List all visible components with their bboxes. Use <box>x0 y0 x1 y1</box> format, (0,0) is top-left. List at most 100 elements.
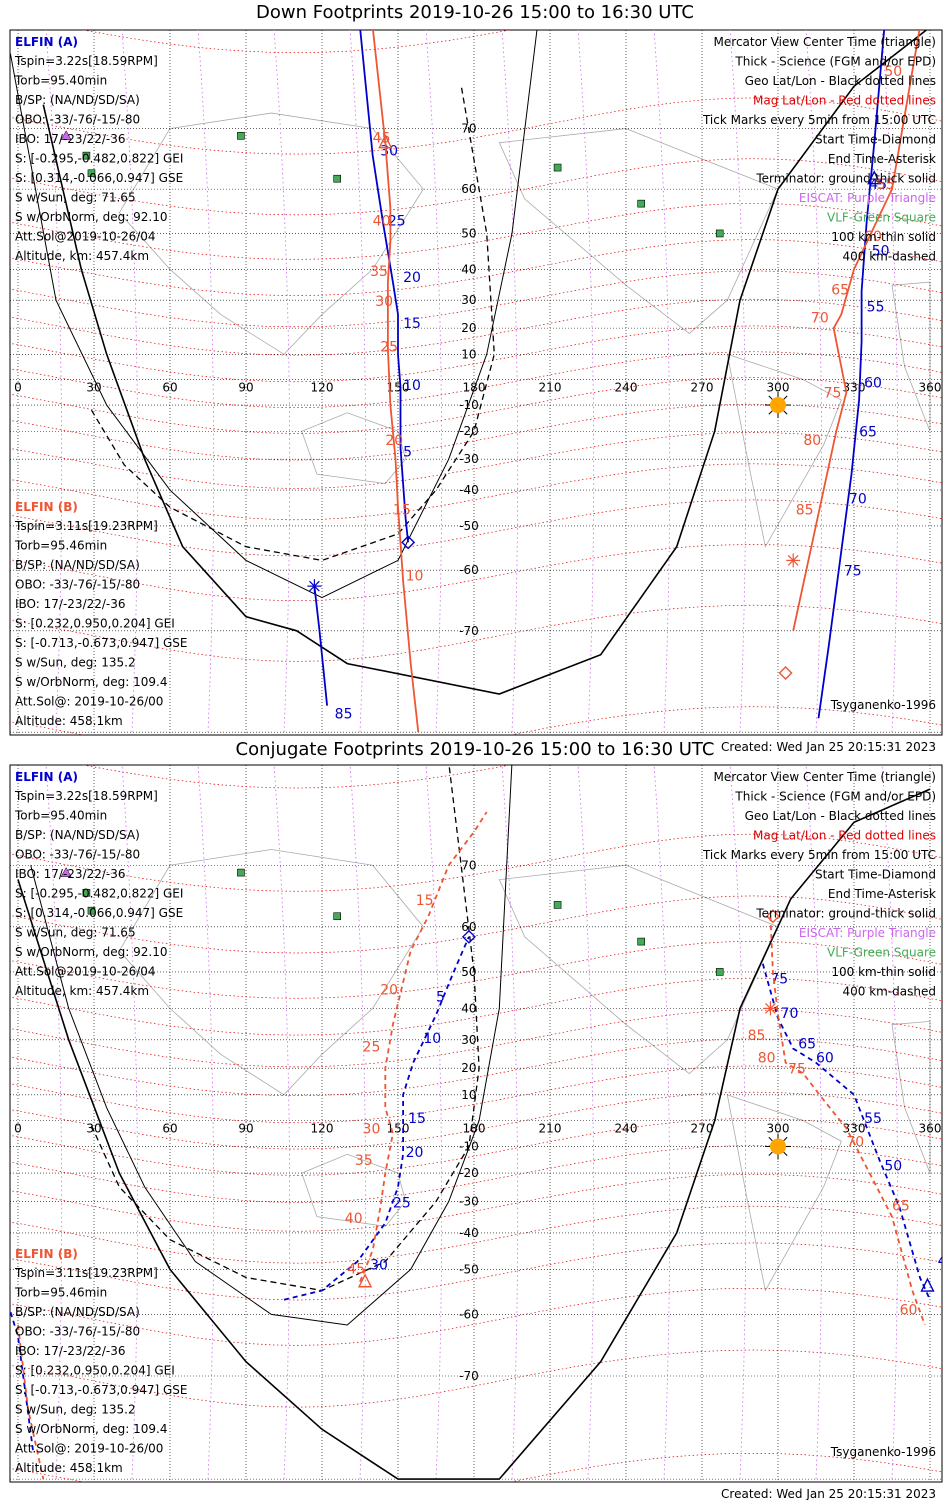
lat-tick-label: 50 <box>461 226 476 240</box>
elfin-a-tick-label: 85 <box>335 706 353 722</box>
elfin-a-tick-label: 65 <box>798 1037 816 1053</box>
elfin-b-tick-label: 85 <box>748 1028 766 1044</box>
terminator-100km-line <box>30 765 513 1326</box>
vlf-station-marker <box>715 229 724 238</box>
mag-meridian <box>273 30 291 733</box>
elfin-a-tick-label: 75 <box>844 563 862 579</box>
sun-icon <box>765 392 791 419</box>
lat-tick-label: 50 <box>461 965 476 979</box>
elfin-b-tick-label: 45 <box>347 1261 365 1277</box>
lat-tick-label: 20 <box>461 1061 476 1075</box>
mag-meridian <box>121 30 139 733</box>
elfin-b-end-asterisk <box>763 1001 778 1016</box>
elfin-b-label: ELFIN (B) <box>15 500 78 514</box>
elfin-a-track-line <box>359 30 409 543</box>
legend-line: Mercator View Center Time (triangle) <box>714 35 936 49</box>
elfin-a-info-line: Att.Sol@2019-10-26/04 <box>15 965 156 979</box>
legend-line: VLF-Green Square <box>827 211 936 225</box>
elfin-b-start-diamond <box>778 666 793 681</box>
x-tick-label: 180 <box>463 381 486 395</box>
elfin-b-info-line: Altitude: 458.1km <box>15 714 123 728</box>
x-tick-label: 240 <box>615 381 638 395</box>
panel-2-title: Conjugate Footprints 2019-10-26 15:00 to… <box>235 739 715 760</box>
land-outline-south-america <box>726 353 842 548</box>
elfin-b-tick-label: 35 <box>370 264 388 280</box>
legend-line: Thick - Science (FGM and/or EPD) <box>734 55 936 69</box>
x-tick-label: 270 <box>691 381 714 395</box>
legend-line: Start Time-Diamond <box>815 133 936 147</box>
elfin-a-tick-label: 70 <box>781 1006 799 1022</box>
elfin-b-tick-label: 60 <box>864 229 882 245</box>
mag-meridian <box>577 30 595 733</box>
elfin-b-info-line: S w/OrbNorm, deg: 109.4 <box>15 1422 167 1436</box>
vlf-station-marker <box>637 199 646 208</box>
elfin-b-tick-label: 45 <box>373 131 391 147</box>
elfin-a-tick-label: 45 <box>938 1253 950 1269</box>
x-tick-label: 60 <box>162 1122 177 1136</box>
elfin-a-tick-label: 60 <box>816 1051 834 1067</box>
mag-meridian <box>45 30 63 733</box>
elfin-b-info-line: Tspin=3.11s[19.23RPM] <box>14 519 158 533</box>
mag-meridian <box>881 30 899 733</box>
x-tick-label: 30 <box>86 1122 101 1136</box>
elfin-b-tick-label: 70 <box>811 311 829 327</box>
vlf-station-marker <box>333 912 342 921</box>
vlf-station-marker <box>237 131 245 140</box>
sun-ray <box>783 395 788 400</box>
terminator-100km-line <box>10 30 538 599</box>
elfin-b-tick-label: 15 <box>393 502 411 518</box>
elfin-b-tick-label: 25 <box>363 1039 381 1055</box>
terminator-ground-line <box>42 30 928 695</box>
elfin-b-info-line: S: [0.232,0.950,0.204] GEI <box>15 617 175 631</box>
vlf-station-marker <box>553 163 562 172</box>
elfin-b-info-line: S: [0.232,0.950,0.204] GEI <box>15 1364 175 1378</box>
legend-line: Tick Marks every 5min from 15:00 UTC <box>702 848 936 862</box>
elfin-a-info-line: S w/Sun, deg: 71.65 <box>15 926 136 940</box>
elfin-a-info-line: B/SP: (NA/ND/SD/SA) <box>15 93 140 107</box>
lat-tick-label: 40 <box>461 1001 476 1015</box>
vlf-station-marker <box>87 169 96 178</box>
lat-tick-label: -30 <box>459 452 479 466</box>
elfin-a-tick-label: 10 <box>403 378 421 394</box>
x-tick-label: 330 <box>843 1122 866 1136</box>
legend-line: EISCAT: Purple Triangle <box>799 191 936 205</box>
elfin-b-tick-label: 20 <box>380 983 398 999</box>
elfin-b-tick-label: 15 <box>416 893 434 909</box>
elfin-b-tick-label: 85 <box>796 502 814 518</box>
legend-line: Terminator: ground-thick solid <box>755 172 936 186</box>
elfin-a-tick-label: 55 <box>864 1111 882 1127</box>
lat-tick-label: -70 <box>459 1369 479 1383</box>
mag-meridian <box>805 30 823 733</box>
elfin-a-end-asterisk <box>307 579 322 594</box>
elfin-a-info-line: Altitude, km: 457.4km <box>15 249 149 263</box>
map-frame <box>9 764 943 1483</box>
legend-line: Mercator View Center Time (triangle) <box>714 770 936 784</box>
panel-1-title: Down Footprints 2019-10-26 15:00 to 16:3… <box>256 2 694 23</box>
elfin-a-info-line: Torb=95.40min <box>14 74 107 88</box>
x-tick-label: 360 <box>919 1122 942 1136</box>
lat-tick-label: -60 <box>459 563 479 577</box>
elfin-a-tick-label: 70 <box>849 492 867 508</box>
legend-line: Tick Marks every 5min from 15:00 UTC <box>702 113 936 127</box>
map-area: 0 30 60 90 120 150 180 210 240 270 300 330 360706050… <box>10 30 942 735</box>
elfin-a-track-line <box>283 936 470 1301</box>
elfin-b-info-line: OBO: -33/-76/-15/-80 <box>15 578 140 592</box>
x-tick-label: 60 <box>162 381 177 395</box>
elfin-a-tick-label: 50 <box>872 244 890 260</box>
sun-ray <box>768 1136 773 1142</box>
elfin-b-info-line: S w/Sun, deg: 135.2 <box>15 656 136 670</box>
legend-line: Terminator: ground-thick solid <box>755 907 936 921</box>
vlf-station-marker <box>715 968 724 976</box>
lat-tick-label: 30 <box>461 293 476 307</box>
elfin-a-info-line: IBO: 17/-23/22/-36 <box>15 867 126 881</box>
elfin-a-tick-label: 55 <box>867 300 885 316</box>
elfin-b-tick-label: 80 <box>803 433 821 449</box>
elfin-a-tick-label: 5 <box>403 444 412 460</box>
x-tick-label: 0 <box>14 1122 22 1136</box>
mag-meridian <box>349 30 367 733</box>
elfin-a-tick-label: 20 <box>403 270 421 286</box>
sun-ray <box>783 1151 788 1156</box>
elfin-a-tick-label: 10 <box>423 1031 441 1047</box>
terminator-400km-line <box>90 765 480 1292</box>
